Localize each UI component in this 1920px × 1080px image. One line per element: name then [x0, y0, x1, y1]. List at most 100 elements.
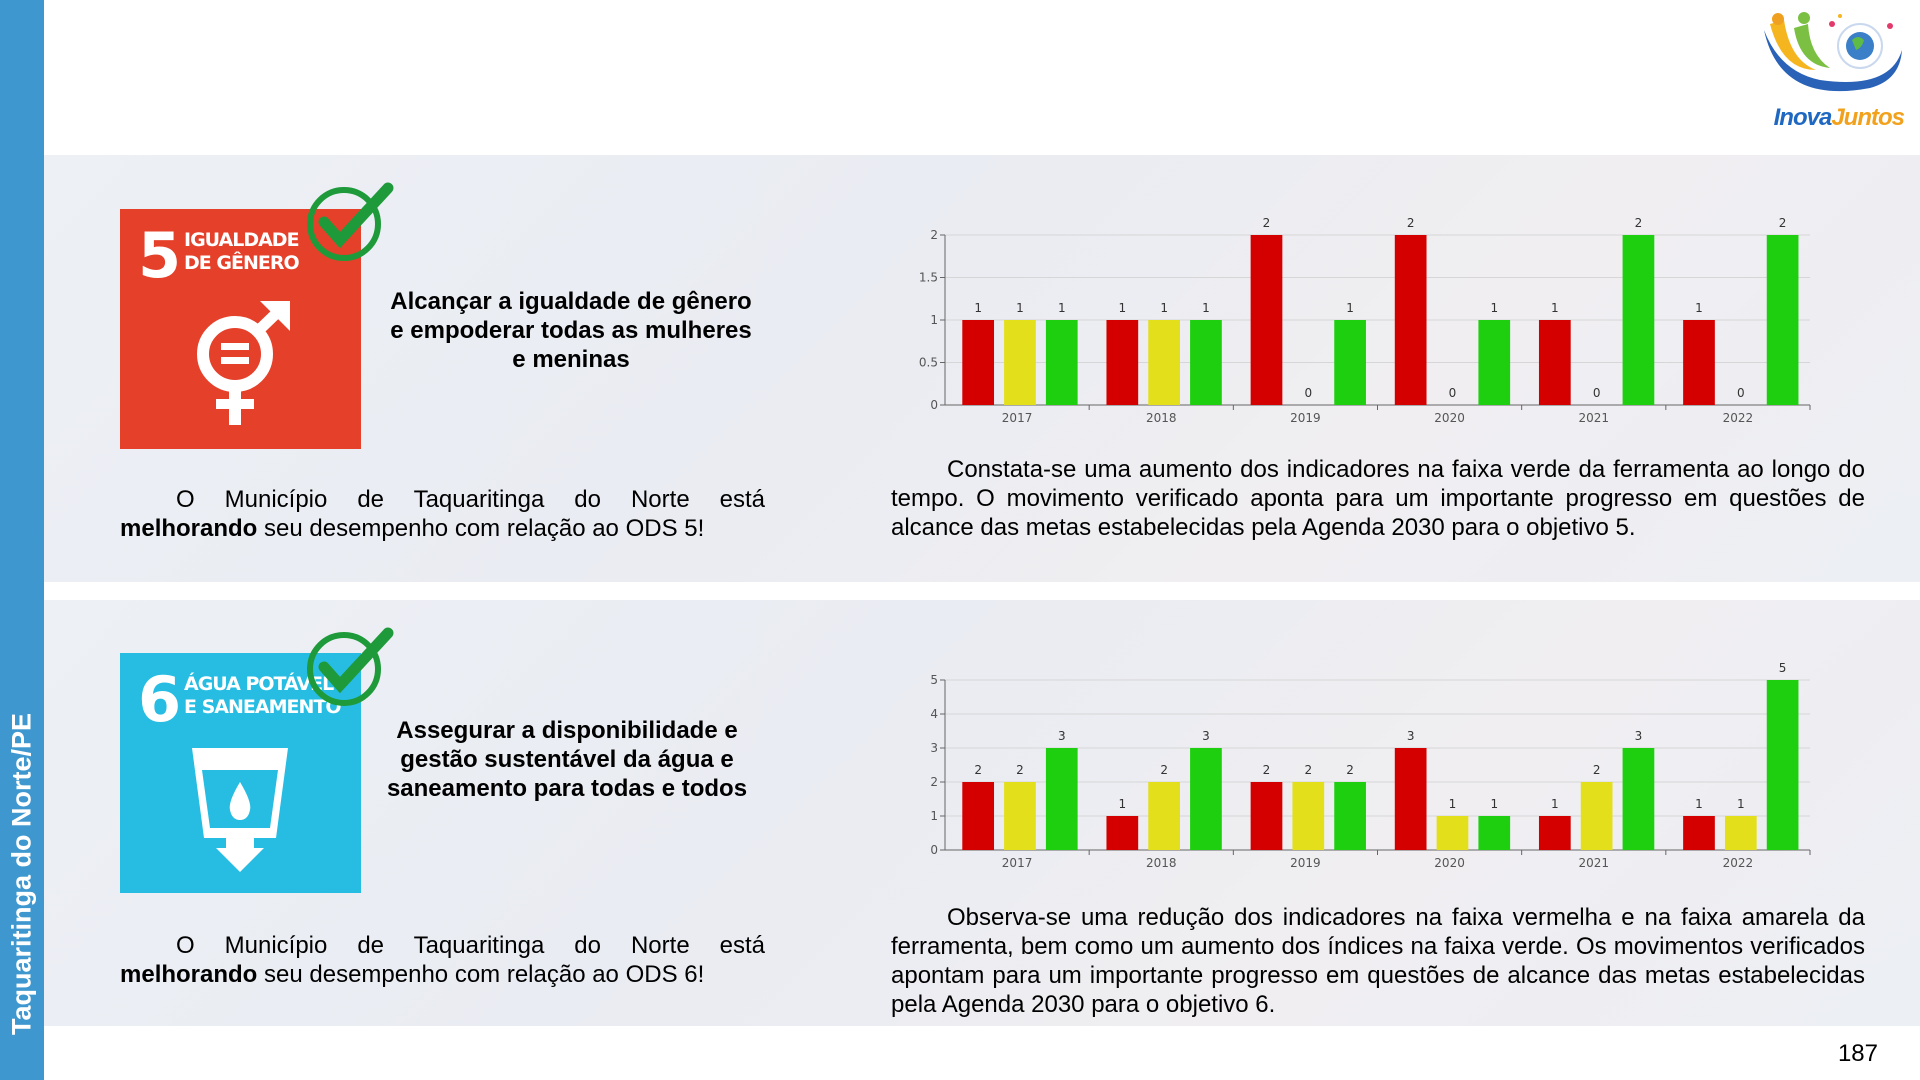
- data-label: 3: [1202, 729, 1210, 743]
- data-label: 2: [974, 763, 982, 777]
- sdg-title-line: DE GÊNERO: [184, 252, 300, 274]
- y-tick-label: 1: [930, 809, 938, 823]
- bar: [1394, 235, 1427, 405]
- y-tick-label: 2: [930, 228, 938, 242]
- bar: [1190, 320, 1222, 405]
- data-label: 0: [1449, 386, 1457, 400]
- y-tick-label: 0: [930, 398, 938, 412]
- data-label: 1: [1551, 797, 1559, 811]
- data-label: 5: [1779, 661, 1787, 675]
- data-label: 2: [1263, 763, 1271, 777]
- bar: [1622, 748, 1655, 850]
- y-tick-label: 0: [930, 843, 938, 857]
- x-tick-label: 2021: [1578, 411, 1609, 425]
- data-label: 2: [1407, 216, 1415, 230]
- data-label: 1: [1490, 301, 1498, 315]
- bar: [1766, 680, 1799, 850]
- bar: [1478, 320, 1511, 405]
- data-label: 2: [1263, 216, 1271, 230]
- data-label: 1: [1695, 301, 1703, 315]
- data-label: 2: [1635, 216, 1643, 230]
- text: O Município de Taquaritinga do Norte est…: [176, 486, 765, 513]
- x-tick-label: 2017: [1002, 856, 1033, 870]
- bar: [1683, 816, 1715, 850]
- data-label: 2: [1160, 763, 1168, 777]
- x-tick-label: 2022: [1723, 411, 1754, 425]
- text: O Município de Taquaritinga do Norte est…: [176, 932, 765, 959]
- bar: [1106, 816, 1139, 850]
- bar: [1250, 235, 1283, 405]
- data-label: 0: [1593, 386, 1601, 400]
- sidebar-label: Taquaritinga do Norte/PE: [6, 712, 37, 1035]
- sidebar: Taquaritinga do Norte/PE: [0, 0, 44, 1080]
- data-label: 1: [1737, 797, 1745, 811]
- bar: [1004, 320, 1036, 405]
- y-tick-label: 2: [930, 775, 938, 789]
- sdg-title: ÁGUA POTÁVEL E SANEAMENTO: [184, 673, 341, 719]
- chart: 0 1 2 3 4 5 2017 2 2 3 2018 1 2 3 2019 2 2 2 2020 3 1 1 2021 1 2…: [930, 661, 1811, 870]
- bar: [1045, 320, 1078, 405]
- x-tick-label: 2018: [1146, 411, 1177, 425]
- bar: [1292, 782, 1325, 850]
- bar: [1106, 320, 1139, 405]
- x-tick-label: 2019: [1290, 856, 1321, 870]
- data-label: 1: [1058, 301, 1066, 315]
- bar: [1148, 320, 1180, 405]
- bar: [1334, 320, 1366, 405]
- data-label: 1: [1119, 797, 1127, 811]
- text: seu desempenho com relação ao ODS 6!: [264, 961, 705, 988]
- x-tick-label: 2022: [1723, 856, 1754, 870]
- sdg-number: 6: [138, 663, 182, 736]
- analysis-text: Constata-se uma aumento dos indicadores …: [891, 456, 1865, 541]
- bar: [1538, 816, 1571, 850]
- logo-part: Juntos: [1831, 104, 1905, 131]
- bar: [1394, 748, 1427, 850]
- data-label: 1: [1490, 797, 1498, 811]
- y-tick-label: 5: [930, 673, 938, 687]
- logo-mark: [1764, 12, 1902, 92]
- data-label: 2: [1016, 763, 1024, 777]
- page-number: 187: [1837, 1040, 1878, 1067]
- logo-text: InovaJuntos: [1774, 104, 1905, 132]
- heading: Assegurar a disponibilidade e gestão sus…: [386, 717, 748, 802]
- sdg-title-line: ÁGUA POTÁVEL: [184, 673, 334, 695]
- sdg-title-line: E SANEAMENTO: [184, 696, 341, 718]
- bar: [1724, 816, 1757, 850]
- data-label: 2: [1346, 763, 1354, 777]
- bar: [1334, 782, 1366, 850]
- bar: [1766, 235, 1799, 405]
- check-mark: [307, 182, 394, 261]
- data-label: 3: [1635, 729, 1643, 743]
- data-label: 3: [1058, 729, 1066, 743]
- bar: [1538, 320, 1571, 405]
- data-label: 1: [1016, 301, 1024, 315]
- x-tick-label: 2020: [1434, 411, 1465, 425]
- bar: [1580, 782, 1613, 850]
- bar: [1436, 816, 1469, 850]
- y-tick-label: 1: [930, 313, 938, 327]
- bar: [1622, 235, 1655, 405]
- bold-text: melhorando: [120, 515, 258, 542]
- gender-symbol: [197, 301, 290, 425]
- x-tick-label: 2021: [1578, 856, 1609, 870]
- sdg-title-line: IGUALDADE: [184, 229, 300, 251]
- data-label: 1: [1695, 797, 1703, 811]
- bar: [1250, 782, 1283, 850]
- analysis-text: Observa-se uma redução dos indicadores n…: [891, 904, 1865, 1018]
- data-label: 1: [1346, 301, 1354, 315]
- bar: [1004, 782, 1036, 850]
- heading: Alcançar a igualdade de gênero e empoder…: [390, 288, 752, 373]
- data-label: 1: [974, 301, 982, 315]
- water-symbol: [192, 748, 288, 872]
- y-tick-label: 4: [930, 707, 938, 721]
- y-tick-label: 0.5: [919, 356, 938, 370]
- data-label: 0: [1304, 386, 1312, 400]
- status-text: O Município de Taquaritinga do Norte est…: [120, 485, 765, 543]
- x-tick-label: 2018: [1146, 856, 1177, 870]
- y-tick-label: 3: [930, 741, 938, 755]
- check-mark: [307, 627, 394, 706]
- y-tick-label: 1.5: [919, 271, 938, 285]
- bold-text: melhorando: [120, 961, 258, 988]
